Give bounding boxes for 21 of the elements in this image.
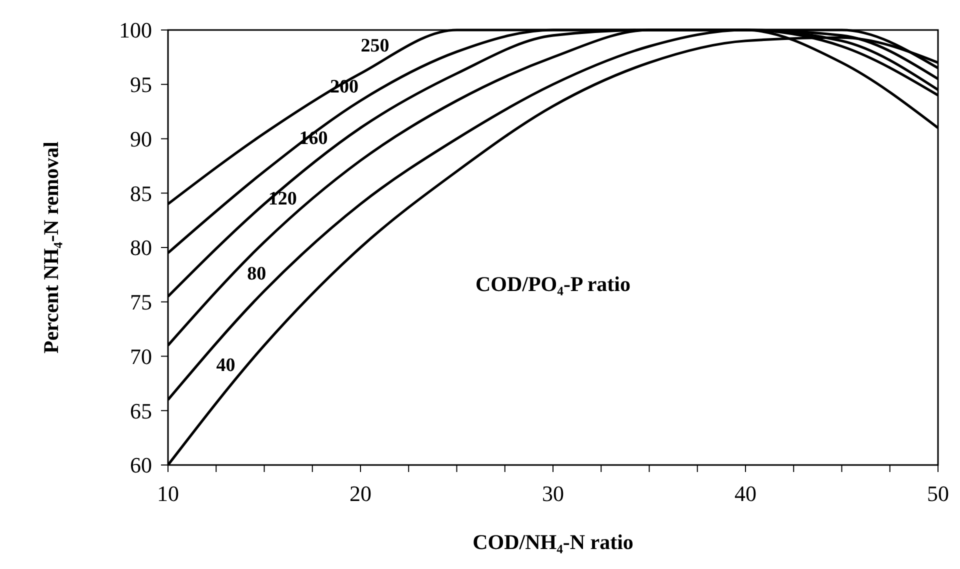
y-tick-label: 65 xyxy=(130,398,152,424)
x-tick-label: 30 xyxy=(542,481,564,506)
y-tick-label: 90 xyxy=(130,126,152,152)
series-label: 250 xyxy=(360,36,390,57)
y-tick-label: 95 xyxy=(130,72,152,98)
x-tick-label: 10 xyxy=(157,481,179,506)
y-tick-label: 70 xyxy=(130,344,152,369)
series-label: 40 xyxy=(216,354,236,376)
y-tick-label: 60 xyxy=(130,452,152,478)
series-label: 120 xyxy=(268,188,297,210)
x-tick-label: 20 xyxy=(350,481,372,506)
x-axis-title: COD/NH₄-N ratio xyxy=(472,530,634,554)
y-axis-title: Percent NH₄-N removal xyxy=(39,141,63,354)
series-label: 80 xyxy=(247,264,266,285)
y-tick-label: 75 xyxy=(130,290,152,315)
y-tick-label: 85 xyxy=(130,180,152,206)
y-tick-label: 100 xyxy=(119,18,152,43)
y-tick-label: 80 xyxy=(130,235,152,260)
x-tick-label: 50 xyxy=(927,481,949,506)
x-tick-label: 40 xyxy=(734,481,756,506)
annotation: COD/PO₄-P ratio xyxy=(475,272,631,296)
